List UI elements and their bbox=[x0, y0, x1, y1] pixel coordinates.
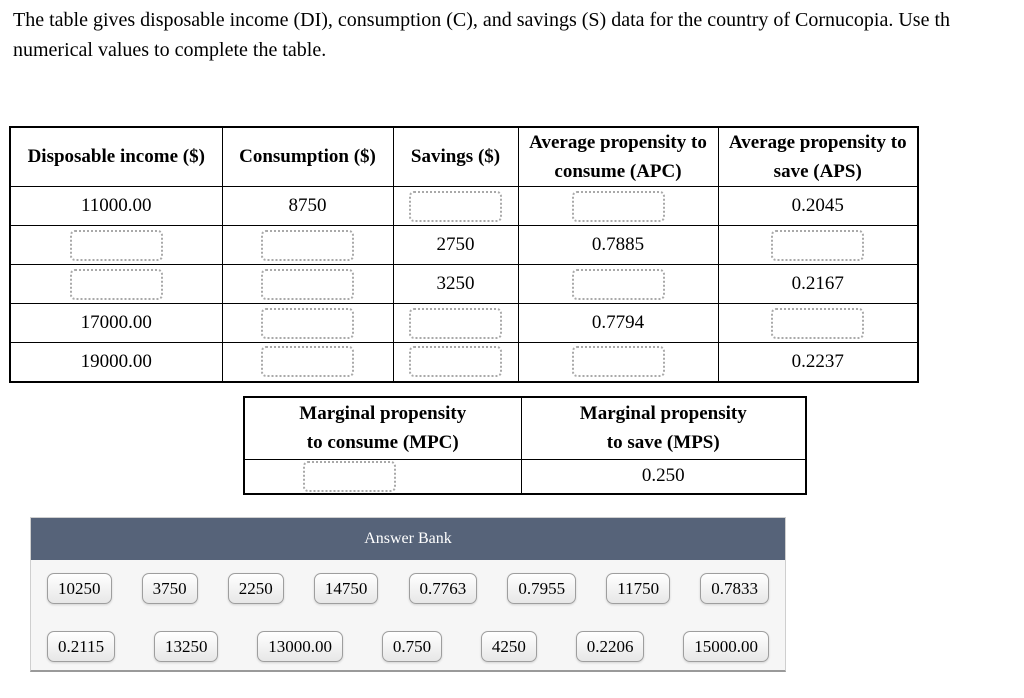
drop-target[interactable] bbox=[571, 346, 665, 378]
answer-chip[interactable]: 13250 bbox=[153, 631, 219, 662]
drop-target[interactable] bbox=[303, 460, 396, 492]
drop-target[interactable] bbox=[261, 229, 354, 261]
table-cell-value: 17000.00 bbox=[9, 303, 223, 343]
table-cell-value: 2750 bbox=[392, 225, 519, 265]
table-cell-blank bbox=[392, 186, 519, 226]
table-cell-value: 0.2237 bbox=[717, 342, 919, 382]
table-cell-blank bbox=[221, 342, 394, 382]
table-cell-value: 0.7794 bbox=[517, 303, 719, 343]
income-table-header-row: Disposable income ($) Consumption ($) Savi… bbox=[9, 126, 919, 187]
table-cell-blank bbox=[392, 303, 519, 343]
answer-bank-row-1: 10250 3750 2250 14750 0.7763 0.7955 11750 0.783… bbox=[31, 573, 785, 604]
table-cell-blank bbox=[9, 225, 223, 265]
answer-bank-title: Answer Bank bbox=[364, 530, 452, 547]
drop-target[interactable] bbox=[409, 346, 502, 378]
column-header: Disposable income ($) bbox=[9, 126, 223, 187]
drop-target[interactable] bbox=[571, 268, 665, 300]
table-row: 11000.00 8750 0.2045 bbox=[9, 186, 919, 226]
table-cell-blank bbox=[717, 225, 919, 265]
answer-chip[interactable]: 0.7833 bbox=[700, 573, 769, 604]
drop-target[interactable] bbox=[261, 307, 354, 339]
answer-chip[interactable]: 0.7955 bbox=[507, 573, 577, 604]
table-cell-value: 11000.00 bbox=[9, 186, 223, 226]
answer-bank-row-2: 0.2115 13250 13000.00 0.750 4250 0.2206 15000.… bbox=[31, 631, 785, 662]
drop-target[interactable] bbox=[771, 229, 865, 261]
column-header: Consumption ($) bbox=[221, 126, 394, 187]
table-cell-blank bbox=[221, 225, 394, 265]
table-row: 19000.00 0.2237 bbox=[9, 342, 919, 382]
column-header: Average propensity to save (APS) bbox=[717, 126, 919, 187]
drop-target[interactable] bbox=[261, 346, 354, 378]
answer-chip[interactable]: 14750 bbox=[313, 573, 379, 604]
table-cell-value: 8750 bbox=[221, 186, 394, 226]
drop-target[interactable] bbox=[261, 268, 354, 300]
answer-chip[interactable]: 13000.00 bbox=[257, 631, 343, 662]
answer-bank-header: Answer Bank bbox=[31, 518, 785, 560]
drop-target[interactable] bbox=[571, 190, 665, 222]
table-cell-blank bbox=[517, 342, 719, 382]
answer-chip[interactable]: 10250 bbox=[47, 573, 112, 604]
answer-bank: Answer Bank 10250 3750 2250 14750 0.7763 0.79… bbox=[30, 517, 786, 672]
table-cell-blank bbox=[9, 264, 223, 304]
answer-chip[interactable]: 11750 bbox=[606, 573, 671, 604]
table-cell-value: 19000.00 bbox=[9, 342, 223, 382]
answer-chip[interactable]: 3750 bbox=[141, 573, 198, 604]
answer-chip[interactable]: 2250 bbox=[227, 573, 284, 604]
answer-chip[interactable]: 0.750 bbox=[381, 631, 443, 662]
question-text: The table gives disposable income (DI), … bbox=[13, 5, 1024, 65]
table-cell-value: 0.7885 bbox=[517, 225, 719, 265]
question-text-line2: numerical values to complete the table. bbox=[13, 39, 327, 61]
table-cell-blank bbox=[221, 264, 394, 304]
table-cell-value: 3250 bbox=[392, 264, 519, 304]
drop-target[interactable] bbox=[409, 307, 502, 339]
table-cell-value: 0.2167 bbox=[717, 264, 919, 304]
table-row: 17000.00 0.7794 bbox=[9, 303, 919, 343]
drop-target[interactable] bbox=[771, 307, 865, 339]
question-text-line1: The table gives disposable income (DI), … bbox=[13, 9, 951, 31]
drop-target[interactable] bbox=[69, 268, 163, 300]
table-cell-blank bbox=[717, 303, 919, 343]
answer-chip[interactable]: 0.2206 bbox=[575, 631, 645, 662]
drop-target[interactable] bbox=[69, 229, 163, 261]
answer-chip[interactable]: 4250 bbox=[480, 631, 537, 662]
table-cell-blank bbox=[517, 186, 719, 226]
drop-target[interactable] bbox=[409, 190, 502, 222]
table-row: 2750 0.7885 bbox=[9, 225, 919, 265]
column-header: Savings ($) bbox=[392, 126, 519, 187]
answer-chip[interactable]: 0.7763 bbox=[408, 573, 478, 604]
table-cell-value: 0.250 bbox=[520, 458, 807, 495]
income-table: Disposable income ($) Consumption ($) Savi… bbox=[9, 126, 919, 383]
column-header: Marginal propensity to save (MPS) bbox=[520, 396, 807, 460]
answer-chip[interactable]: 15000.00 bbox=[683, 631, 769, 662]
mpc-table: Marginal propensity to consume (MPC) Marg… bbox=[243, 396, 807, 495]
table-cell-blank bbox=[517, 264, 719, 304]
table-row: 3250 0.2167 bbox=[9, 264, 919, 304]
table-cell-blank bbox=[392, 342, 519, 382]
table-cell-blank bbox=[221, 303, 394, 343]
table-row: 0.250 bbox=[243, 458, 807, 495]
mpc-table-header-row: Marginal propensity to consume (MPC) Marg… bbox=[243, 396, 807, 460]
column-header: Average propensity to consume (APC) bbox=[517, 126, 719, 187]
table-cell-blank bbox=[243, 458, 522, 495]
column-header: Marginal propensity to consume (MPC) bbox=[243, 396, 522, 460]
table-cell-value: 0.2045 bbox=[717, 186, 919, 226]
answer-chip[interactable]: 0.2115 bbox=[47, 631, 116, 662]
